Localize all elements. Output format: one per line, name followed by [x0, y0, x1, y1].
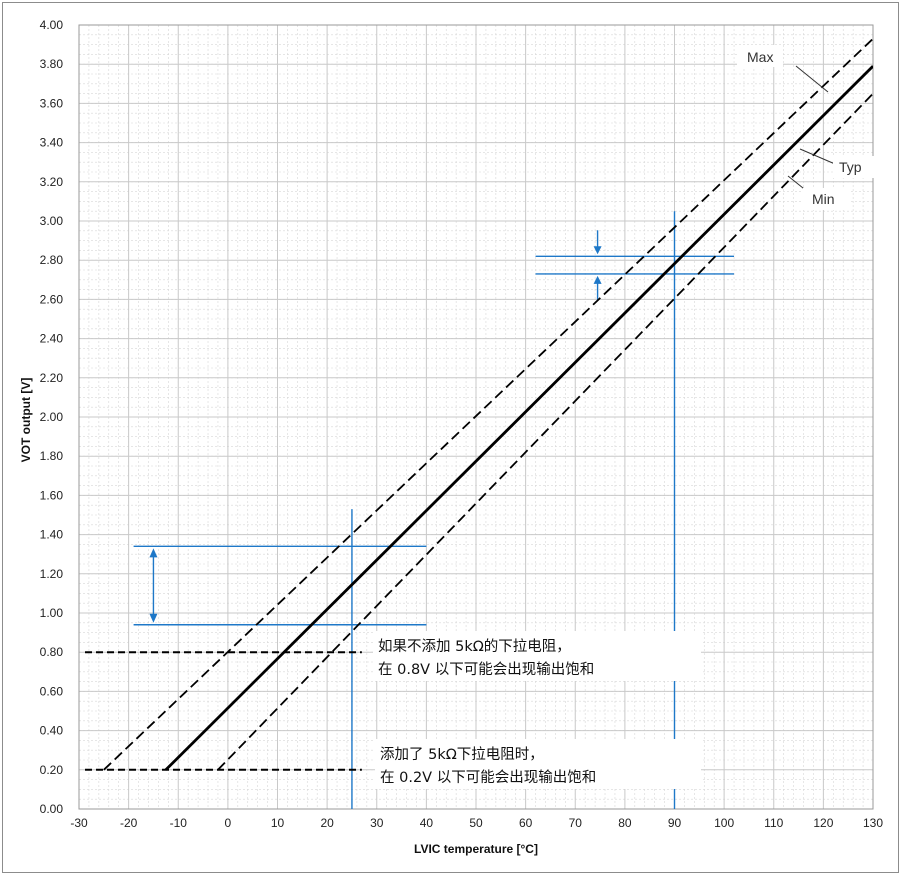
y-tick-label: 3.60 [40, 96, 64, 110]
arrow-down-icon [593, 246, 602, 255]
y-tick-label: 0.80 [40, 645, 64, 659]
series-labels: Max Typ Min [737, 45, 875, 210]
x-tick-label: 70 [569, 816, 583, 830]
note-1-line-2: 在 0.8V 以下可能会出现输出饱和 [378, 661, 594, 678]
annotation-layer [85, 211, 735, 809]
arrow-up-icon [593, 275, 602, 284]
x-tick-label: 60 [519, 816, 533, 830]
arrow-down-icon [149, 613, 158, 623]
x-tick-label: 40 [420, 816, 434, 830]
max-label-leader [795, 65, 829, 93]
x-tick-label: 30 [370, 816, 384, 830]
note-2-line-1: 添加了 5kΩ下拉电阻时， [380, 746, 544, 763]
y-axis-title: VOT output [V] [19, 378, 33, 463]
x-tick-label: -20 [120, 816, 138, 830]
note-2-bg [375, 739, 701, 789]
x-tick-label: 10 [271, 816, 285, 830]
x-tick-label: 110 [764, 816, 783, 830]
x-axis-title: LVIC temperature [°C] [414, 842, 538, 856]
y-tick-label: 3.80 [40, 57, 64, 71]
y-tick-label: 1.00 [40, 606, 64, 620]
x-tick-label: 0 [225, 816, 232, 830]
notes-layer: 如果不添加 5kΩ的下拉电阻， 在 0.8V 以下可能会出现输出饱和 添加了 5… [373, 631, 701, 789]
y-tick-label: 2.60 [40, 292, 64, 306]
x-tick-label: 120 [813, 816, 833, 830]
series-min-line [217, 92, 873, 771]
y-tick-label: 3.40 [40, 136, 64, 150]
y-tick-label: 2.80 [40, 253, 64, 267]
x-tick-label: 50 [469, 816, 483, 830]
min-label-bg [803, 188, 849, 210]
y-tick-label: 2.40 [40, 332, 64, 346]
y-tick-label: 0.40 [40, 724, 64, 738]
note-1-bg [373, 631, 701, 681]
typ-series-label: Typ [839, 159, 862, 175]
x-tick-label: 80 [618, 816, 632, 830]
typ-label-bg [833, 156, 875, 178]
note-1-line-1: 如果不添加 5kΩ的下拉电阻， [378, 638, 571, 655]
y-tick-label: 2.00 [40, 410, 64, 424]
note-2-line-2: 在 0.2V 以下可能会出现输出饱和 [380, 769, 596, 786]
y-tick-label: 0.00 [40, 802, 64, 816]
y-tick-label: 1.20 [40, 567, 64, 581]
y-tick-label: 1.80 [40, 449, 64, 463]
y-tick-label: 2.20 [40, 371, 64, 385]
x-tick-label: 90 [668, 816, 682, 830]
y-tick-label: 0.60 [40, 684, 64, 698]
series-typ-line [164, 65, 873, 771]
max-series-label: Max [747, 49, 773, 65]
x-tick-label: 130 [863, 816, 883, 830]
y-tick-label: 1.40 [40, 528, 64, 542]
y-tick-label: 0.20 [40, 763, 64, 777]
x-tick-label: 20 [320, 816, 334, 830]
x-tick-label: 100 [714, 816, 734, 830]
y-tick-label: 3.00 [40, 214, 64, 228]
arrow-up-icon [149, 548, 158, 558]
x-tick-label: -30 [70, 816, 88, 830]
y-tick-label: 3.20 [40, 175, 64, 189]
axis-ticks: -30 -20 -10 0 10 20 30 40 50 60 70 80 90 100 110 120 130… [40, 18, 884, 830]
min-series-label: Min [812, 191, 835, 207]
y-tick-label: 4.00 [40, 18, 64, 32]
y-tick-label: 1.60 [40, 488, 64, 502]
x-tick-label: -10 [170, 816, 188, 830]
typ-label-leader [799, 148, 836, 165]
series-max-line [103, 38, 873, 771]
plot-border [78, 24, 874, 810]
max-label-bg [737, 45, 783, 67]
